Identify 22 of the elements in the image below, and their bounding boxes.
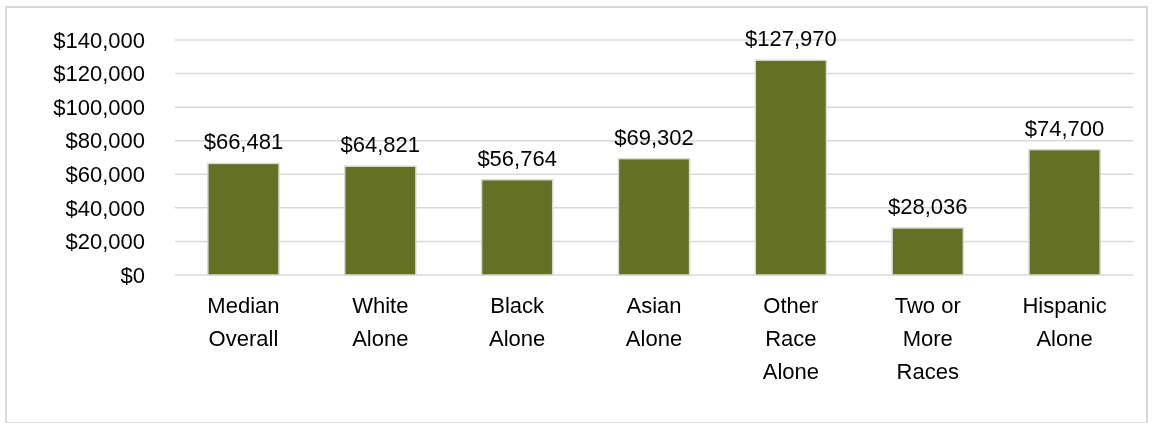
y-tick-label: $20,000	[65, 229, 145, 255]
x-tick-label: Other Race Alone	[762, 293, 819, 384]
y-tick-label: $40,000	[65, 195, 145, 221]
y-tick-label: $100,000	[53, 94, 145, 120]
data-label: $28,036	[887, 193, 968, 219]
x-tick-label: Median Overall	[207, 293, 280, 351]
data-label: $56,764	[477, 145, 557, 171]
data-label: $74,700	[1024, 115, 1105, 141]
data-label: $66,481	[203, 129, 284, 155]
x-tick-label: Asian Alone	[625, 293, 683, 351]
y-tick-label: $60,000	[65, 161, 145, 187]
data-label: $127,970	[744, 26, 837, 52]
x-tick-label: Two or More Races	[894, 293, 961, 384]
y-tick-label: $80,000	[65, 128, 145, 154]
x-tick-label: Black Alone	[489, 293, 546, 351]
data-label: $69,302	[614, 124, 694, 150]
y-tick-label: $120,000	[53, 61, 145, 87]
x-tick-label: Hispanic Alone	[1022, 293, 1107, 351]
y-tick-label: $0	[120, 262, 145, 288]
y-tick-label: $140,000	[53, 27, 145, 53]
x-tick-label: White Alone	[352, 293, 409, 351]
data-label: $64,821	[340, 132, 421, 158]
